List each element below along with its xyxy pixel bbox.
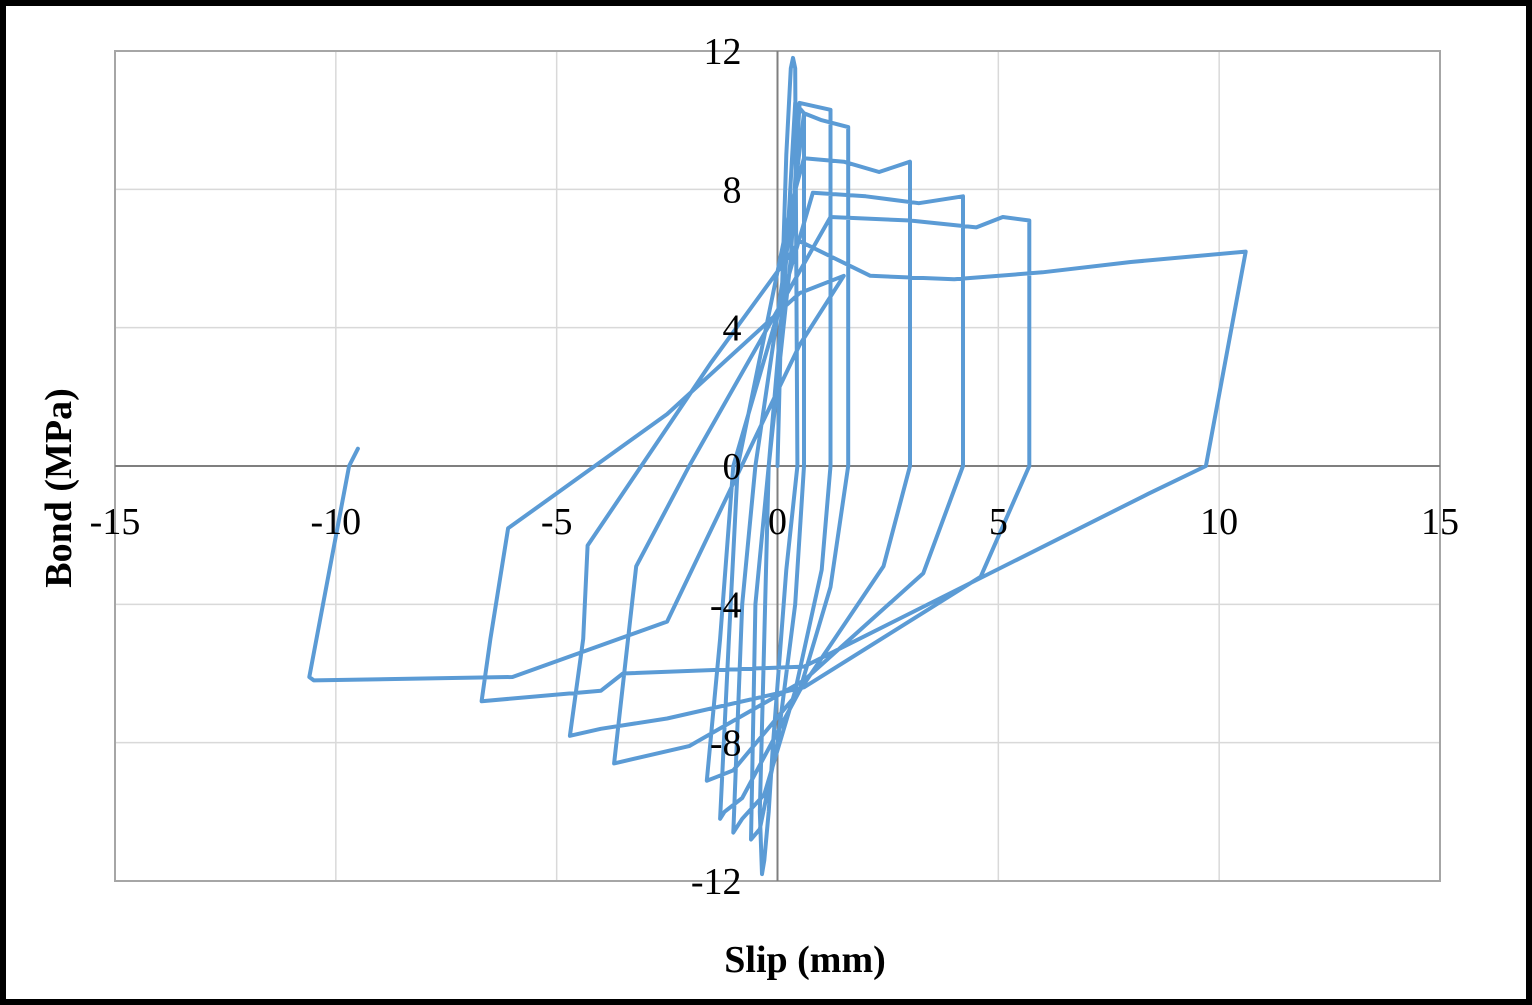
- x-axis-title: Slip (mm): [724, 939, 886, 981]
- x-tick-label: 5: [989, 501, 1008, 543]
- y-tick-label: -8: [710, 723, 742, 765]
- x-tick-label: -5: [541, 501, 573, 543]
- y-tick-label: 4: [723, 308, 742, 350]
- tick-labels: -15 -10 -5 0 5 10 15 -12 -8 -4 0 4 8 12: [90, 31, 1459, 903]
- y-tick-label: 12: [704, 31, 742, 73]
- x-tick-label: 15: [1421, 501, 1459, 543]
- y-tick-label: -4: [710, 584, 742, 626]
- x-tick-label: -15: [90, 501, 141, 543]
- series-layer: [307, 55, 1248, 877]
- x-tick-label: -10: [311, 501, 362, 543]
- series-line: [307, 55, 1248, 877]
- y-tick-label: 0: [723, 446, 742, 488]
- x-tick-label: 10: [1200, 501, 1238, 543]
- y-axis-title: Bond (MPa): [38, 388, 80, 588]
- y-tick-label: 8: [723, 169, 742, 211]
- x-tick-label: 0: [768, 501, 787, 543]
- y-tick-label: -12: [691, 861, 742, 903]
